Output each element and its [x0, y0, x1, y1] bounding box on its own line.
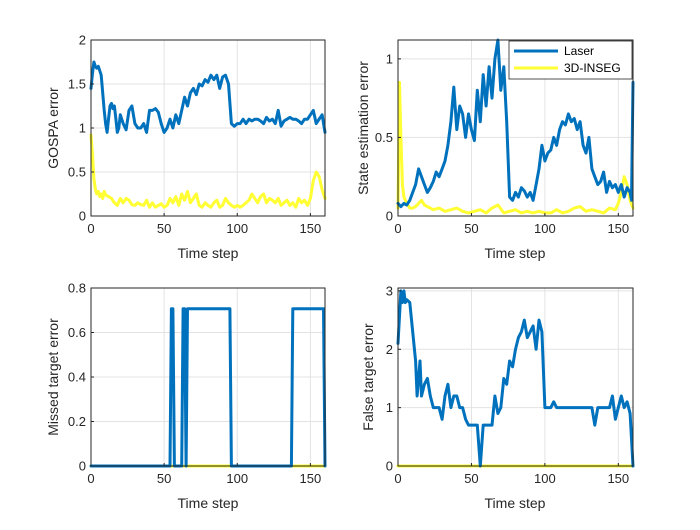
- y-tick-label: 0: [386, 459, 393, 474]
- x-tick-label: 150: [607, 221, 629, 236]
- series-line-laser: [396, 289, 635, 468]
- series-line-laser: [396, 38, 635, 209]
- panel-state-estimation: 0 50 100 150 0 0.5 1 Time step State estimatio…: [355, 38, 635, 261]
- ticks: 0 50 100 150 0 0.5 1 1.5 2: [68, 33, 321, 237]
- x-tick-label: 100: [226, 221, 248, 236]
- y-tick-label: 0.8: [68, 281, 86, 296]
- y-tick-label: 1: [79, 121, 86, 136]
- y-axis-label: State estimation error: [355, 61, 371, 195]
- y-tick-label: 1: [386, 51, 393, 66]
- y-tick-label: 0.5: [68, 165, 86, 180]
- x-axis-label: Time step: [485, 495, 546, 511]
- x-axis-label: Time step: [178, 495, 239, 511]
- x-tick-label: 100: [534, 471, 556, 486]
- y-tick-label: 0: [386, 209, 393, 224]
- axes-box: [397, 287, 634, 467]
- y-tick-label: 1: [386, 400, 393, 415]
- y-tick-label: 2: [79, 33, 86, 48]
- y-tick-label: 0.6: [68, 325, 86, 340]
- x-tick-label: 150: [300, 471, 322, 486]
- x-axis-label: Time step: [178, 245, 239, 261]
- x-tick-label: 0: [394, 471, 401, 486]
- y-tick-label: 0: [79, 459, 86, 474]
- y-tick-label: 2: [386, 342, 393, 357]
- y-axis-label: GOSPA error: [45, 87, 61, 169]
- y-tick-label: 0.2: [68, 414, 86, 429]
- x-tick-label: 0: [394, 221, 401, 236]
- x-tick-label: 50: [157, 221, 171, 236]
- y-tick-label: 0.5: [375, 130, 393, 145]
- x-tick-label: 0: [87, 221, 94, 236]
- x-tick-label: 100: [534, 221, 556, 236]
- legend-label-3d-inseg: 3D-INSEG: [564, 61, 621, 75]
- x-tick-label: 50: [464, 221, 478, 236]
- series-line-3d-inseg: [89, 133, 327, 209]
- series-line-3d-inseg: [396, 80, 635, 215]
- data-lines: [396, 38, 635, 215]
- ticks: 0 50 100 150 0 0.5 1: [375, 51, 629, 236]
- x-tick-label: 0: [87, 471, 94, 486]
- panel-gospa: 0 50 100 150 0 0.5 1 1.5 2 Time step GOSPA error: [45, 33, 327, 261]
- legend: Laser 3D-INSEG: [508, 40, 633, 80]
- y-tick-label: 0: [79, 209, 86, 224]
- x-tick-label: 150: [607, 471, 629, 486]
- panel-missed-target: 0 50 100 150 0 0.2 0.4 0.6 0.8 Time step Missed …: [45, 281, 327, 511]
- legend-box: [508, 40, 633, 80]
- plot-area: [398, 288, 633, 466]
- ticks: 0 50 100 150 0 1 2 3: [386, 283, 629, 486]
- data-lines: [89, 60, 327, 209]
- y-tick-label: 1.5: [68, 77, 86, 92]
- panel-false-target: 0 50 100 150 0 1 2 3 Time step False target err…: [360, 283, 635, 511]
- axes-box: [397, 39, 634, 217]
- x-tick-label: 50: [464, 471, 478, 486]
- y-axis-label: Missed target error: [45, 318, 61, 436]
- x-tick-label: 50: [157, 471, 171, 486]
- y-tick-label: 3: [386, 283, 393, 298]
- x-axis-label: Time step: [485, 245, 546, 261]
- y-tick-label: 0.4: [68, 370, 86, 385]
- ticks: 0 50 100 150 0 0.2 0.4 0.6 0.8: [68, 281, 321, 487]
- x-tick-label: 150: [300, 221, 322, 236]
- legend-label-laser: Laser: [564, 44, 594, 58]
- series-line-laser: [89, 60, 327, 134]
- y-axis-label: False target error: [360, 323, 376, 431]
- x-tick-label: 100: [226, 471, 248, 486]
